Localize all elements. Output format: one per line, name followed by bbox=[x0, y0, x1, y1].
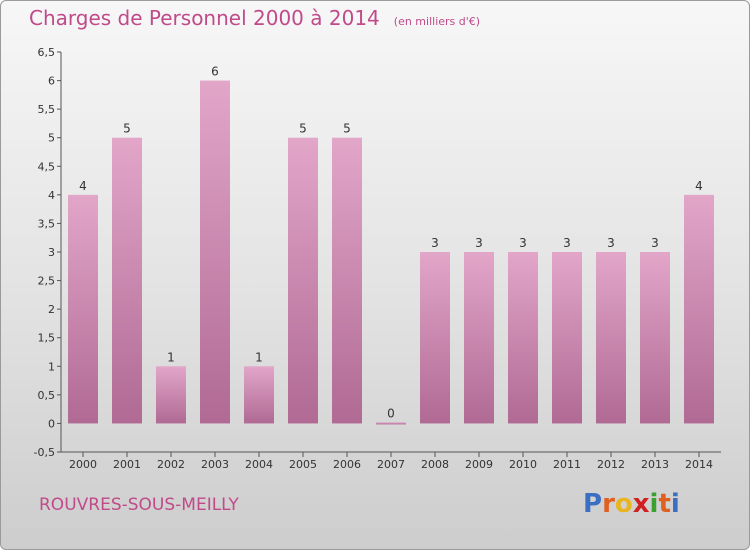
y-tick-label: 3 bbox=[48, 246, 55, 259]
bar-value-label: 4 bbox=[695, 179, 703, 193]
logo-letter: i bbox=[649, 489, 659, 519]
x-tick-label: 2000 bbox=[69, 458, 97, 471]
bar-value-label: 5 bbox=[299, 122, 307, 136]
x-tick-label: 2007 bbox=[377, 458, 405, 471]
x-tick-label: 2009 bbox=[465, 458, 493, 471]
title-text: Charges de Personnel 2000 à 2014 bbox=[29, 6, 380, 30]
x-tick-label: 2001 bbox=[113, 458, 141, 471]
logo-letter: i bbox=[670, 489, 680, 519]
y-tick-label: 0 bbox=[48, 417, 55, 430]
logo-letter: P bbox=[583, 489, 603, 519]
logo-letter: o bbox=[614, 489, 633, 519]
x-tick-label: 2002 bbox=[157, 458, 185, 471]
x-tick-label: 2014 bbox=[685, 458, 713, 471]
bar bbox=[68, 194, 98, 424]
y-tick-label: 1,5 bbox=[38, 332, 56, 345]
bar-value-label: 3 bbox=[607, 236, 615, 250]
bar bbox=[596, 252, 626, 424]
bar-value-label: 0 bbox=[387, 406, 395, 420]
y-tick-label: 4 bbox=[48, 189, 55, 202]
bar-value-label: 5 bbox=[343, 122, 351, 136]
bar-value-label: 3 bbox=[651, 236, 659, 250]
y-tick-label: 1 bbox=[48, 360, 55, 373]
y-tick-label: 2 bbox=[48, 303, 55, 316]
bar-value-label: 3 bbox=[563, 236, 571, 250]
bar bbox=[684, 194, 714, 424]
x-tick-label: 2010 bbox=[509, 458, 537, 471]
bar-value-label: 3 bbox=[475, 236, 483, 250]
logo-letter: r bbox=[602, 489, 615, 519]
logo-letter: t bbox=[658, 489, 671, 519]
x-tick-label: 2012 bbox=[597, 458, 625, 471]
bar-value-label: 1 bbox=[255, 350, 263, 364]
bar bbox=[288, 137, 318, 424]
bar bbox=[376, 422, 406, 425]
y-tick-label: 0,5 bbox=[38, 389, 56, 402]
y-tick-label: 6 bbox=[48, 75, 55, 88]
bar-value-label: 1 bbox=[167, 350, 175, 364]
y-tick-label: 4,5 bbox=[38, 160, 56, 173]
bar-value-label: 5 bbox=[123, 122, 131, 136]
bar bbox=[552, 252, 582, 424]
logo-letter: x bbox=[632, 489, 650, 519]
x-tick-label: 2013 bbox=[641, 458, 669, 471]
y-tick-label: 3,5 bbox=[38, 217, 56, 230]
y-tick-label: 5,5 bbox=[38, 103, 56, 116]
bar bbox=[332, 137, 362, 424]
x-tick-label: 2003 bbox=[201, 458, 229, 471]
bar-value-label: 3 bbox=[431, 236, 439, 250]
x-tick-label: 2008 bbox=[421, 458, 449, 471]
bar bbox=[200, 80, 230, 424]
bar bbox=[156, 366, 186, 424]
bar-value-label: 3 bbox=[519, 236, 527, 250]
y-tick-label: 6,5 bbox=[38, 46, 56, 59]
bar-value-label: 4 bbox=[79, 179, 87, 193]
bar bbox=[464, 252, 494, 424]
bar bbox=[508, 252, 538, 424]
proxiti-logo: Proxiti bbox=[583, 489, 680, 519]
location-label: ROUVRES-SOUS-MEILLY bbox=[39, 495, 239, 515]
bar-value-label: 6 bbox=[211, 65, 219, 79]
chart-title: Charges de Personnel 2000 à 2014 (en mill… bbox=[29, 6, 480, 30]
bar bbox=[640, 252, 670, 424]
bar bbox=[244, 366, 274, 424]
bar bbox=[420, 252, 450, 424]
chart-subtitle: (en milliers d'€) bbox=[393, 15, 481, 28]
y-tick-label: 2,5 bbox=[38, 275, 56, 288]
y-tick-label: 5 bbox=[48, 132, 55, 145]
x-tick-label: 2006 bbox=[333, 458, 361, 471]
x-tick-label: 2005 bbox=[289, 458, 317, 471]
bar bbox=[112, 137, 142, 424]
x-tick-label: 2004 bbox=[245, 458, 273, 471]
x-tick-label: 2011 bbox=[553, 458, 581, 471]
y-tick-label: -0,5 bbox=[34, 446, 55, 459]
